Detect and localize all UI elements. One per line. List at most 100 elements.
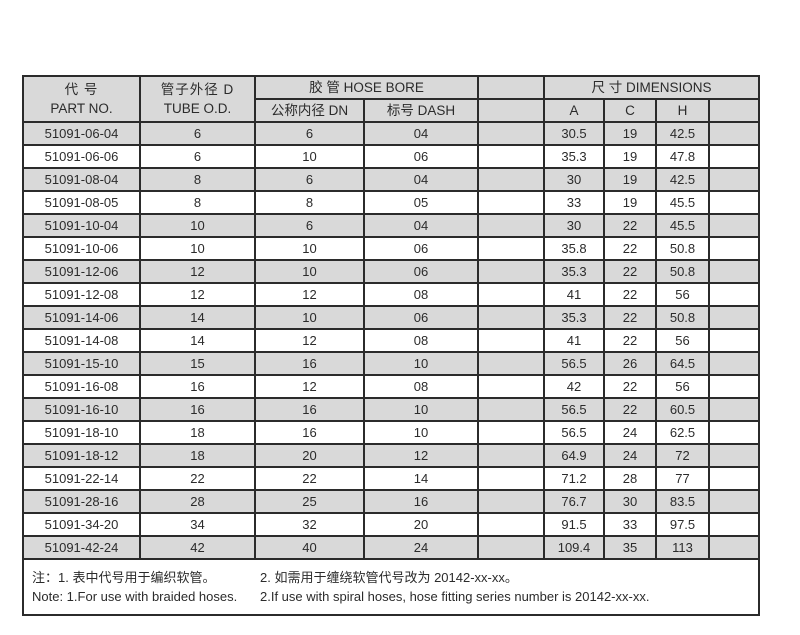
table-row: 51091-12-06 12 10 06 35.3 22 50.8 <box>22 259 761 284</box>
cell-spacer <box>477 167 545 192</box>
cell-dn: 12 <box>254 282 365 307</box>
cell-part-no: 51091-06-04 <box>22 121 141 146</box>
table-row: 51091-28-16 28 25 16 76.7 30 83.5 <box>22 489 761 514</box>
cell-dn: 10 <box>254 144 365 169</box>
cell-part-no: 51091-14-06 <box>22 305 141 330</box>
cell-dim-a: 42 <box>543 374 605 399</box>
cell-dash: 10 <box>363 351 479 376</box>
table-row: 51091-10-04 10 6 04 30 22 45.5 <box>22 213 761 238</box>
cell-spacer <box>477 466 545 491</box>
cell-tube-od: 15 <box>139 351 256 376</box>
cell-dim-c: 22 <box>603 213 657 238</box>
cell-dim-c: 22 <box>603 374 657 399</box>
cell-dim-c: 30 <box>603 489 657 514</box>
cell-spacer <box>477 535 545 560</box>
table-row: 51091-16-10 16 16 10 56.5 22 60.5 <box>22 397 761 422</box>
cell-dn: 12 <box>254 328 365 353</box>
cell-part-no: 51091-12-06 <box>22 259 141 284</box>
cell-dim-c: 19 <box>603 144 657 169</box>
cell-dash: 16 <box>363 489 479 514</box>
cell-dim-h: 56 <box>655 328 710 353</box>
table-row: 51091-12-08 12 12 08 41 22 56 <box>22 282 761 307</box>
cell-dim-h: 60.5 <box>655 397 710 422</box>
cell-dash: 08 <box>363 328 479 353</box>
header-spacer-bottom <box>477 98 545 123</box>
cell-dn: 8 <box>254 190 365 215</box>
cell-spacer <box>477 374 545 399</box>
header-tube-od-cn: 管子外径 D <box>160 82 235 97</box>
table-row: 51091-34-20 34 32 20 91.5 33 97.5 <box>22 512 761 537</box>
cell-dim-h: 42.5 <box>655 121 710 146</box>
cell-blank <box>707 305 761 330</box>
table-row: 51091-08-05 8 8 05 33 19 45.5 <box>22 190 761 215</box>
header-part-no-cn: 代 号 <box>64 82 99 97</box>
table-body: 51091-06-04 6 6 04 30.5 19 42.5 51091-06… <box>22 121 761 560</box>
cell-tube-od: 18 <box>139 420 256 445</box>
cell-blank <box>707 351 761 376</box>
cell-dn: 10 <box>254 236 365 261</box>
header-tube-od-en: TUBE O.D. <box>163 101 232 116</box>
cell-blank <box>707 121 761 146</box>
cell-part-no: 51091-10-06 <box>22 236 141 261</box>
cell-dash: 04 <box>363 167 479 192</box>
table-row: 51091-15-10 15 16 10 56.5 26 64.5 <box>22 351 761 376</box>
cell-tube-od: 34 <box>139 512 256 537</box>
cell-dim-a: 30 <box>543 167 605 192</box>
note-line-cn: 注：1. 表中代号用于编织软管。 2. 如需用于缠绕软管代号改为 20142-x… <box>32 568 750 587</box>
cell-dim-h: 97.5 <box>655 512 710 537</box>
cell-spacer <box>477 512 545 537</box>
cell-blank <box>707 328 761 353</box>
cell-dash: 10 <box>363 420 479 445</box>
cell-dim-c: 22 <box>603 328 657 353</box>
cell-blank <box>707 512 761 537</box>
cell-dim-c: 19 <box>603 167 657 192</box>
cell-tube-od: 16 <box>139 374 256 399</box>
cell-dim-a: 35.3 <box>543 305 605 330</box>
cell-part-no: 51091-42-24 <box>22 535 141 560</box>
cell-dim-h: 62.5 <box>655 420 710 445</box>
fitting-spec-table: 代 号 PART NO. 管子外径 D TUBE O.D. 胶 管 HOSE B… <box>21 75 761 616</box>
cell-spacer <box>477 443 545 468</box>
cell-dn: 10 <box>254 305 365 330</box>
cell-dash: 06 <box>363 305 479 330</box>
note-cn-2: 2. 如需用于缠绕软管代号改为 20142-xx-xx。 <box>260 570 518 585</box>
cell-dn: 20 <box>254 443 365 468</box>
cell-dn: 16 <box>254 420 365 445</box>
cell-blank <box>707 282 761 307</box>
cell-dim-a: 33 <box>543 190 605 215</box>
cell-part-no: 51091-18-12 <box>22 443 141 468</box>
table-header: 代 号 PART NO. 管子外径 D TUBE O.D. 胶 管 HOSE B… <box>22 75 761 123</box>
cell-blank <box>707 236 761 261</box>
cell-blank <box>707 167 761 192</box>
cell-dim-h: 77 <box>655 466 710 491</box>
cell-spacer <box>477 351 545 376</box>
cell-dn: 25 <box>254 489 365 514</box>
table-row: 51091-06-06 6 10 06 35.3 19 47.8 <box>22 144 761 169</box>
cell-dim-c: 22 <box>603 259 657 284</box>
cell-blank <box>707 443 761 468</box>
cell-part-no: 51091-18-10 <box>22 420 141 445</box>
cell-part-no: 51091-14-08 <box>22 328 141 353</box>
cell-dim-a: 41 <box>543 328 605 353</box>
cell-part-no: 51091-10-04 <box>22 213 141 238</box>
cell-part-no: 51091-15-10 <box>22 351 141 376</box>
header-dim-a: A <box>543 98 605 123</box>
cell-spacer <box>477 236 545 261</box>
cell-dim-c: 26 <box>603 351 657 376</box>
cell-dash: 10 <box>363 397 479 422</box>
header-spacer-top <box>477 75 545 100</box>
cell-dn: 6 <box>254 167 365 192</box>
cell-dim-a: 109.4 <box>543 535 605 560</box>
cell-dn: 10 <box>254 259 365 284</box>
cell-dim-c: 22 <box>603 236 657 261</box>
cell-blank <box>707 213 761 238</box>
cell-dim-h: 64.5 <box>655 351 710 376</box>
cell-part-no: 51091-08-05 <box>22 190 141 215</box>
cell-dim-c: 35 <box>603 535 657 560</box>
cell-blank <box>707 489 761 514</box>
table-row: 51091-42-24 42 40 24 109.4 35 113 <box>22 535 761 560</box>
header-group-dimensions: 尺 寸 DIMENSIONS <box>542 75 761 100</box>
cell-spacer <box>477 305 545 330</box>
cell-dim-a: 76.7 <box>543 489 605 514</box>
